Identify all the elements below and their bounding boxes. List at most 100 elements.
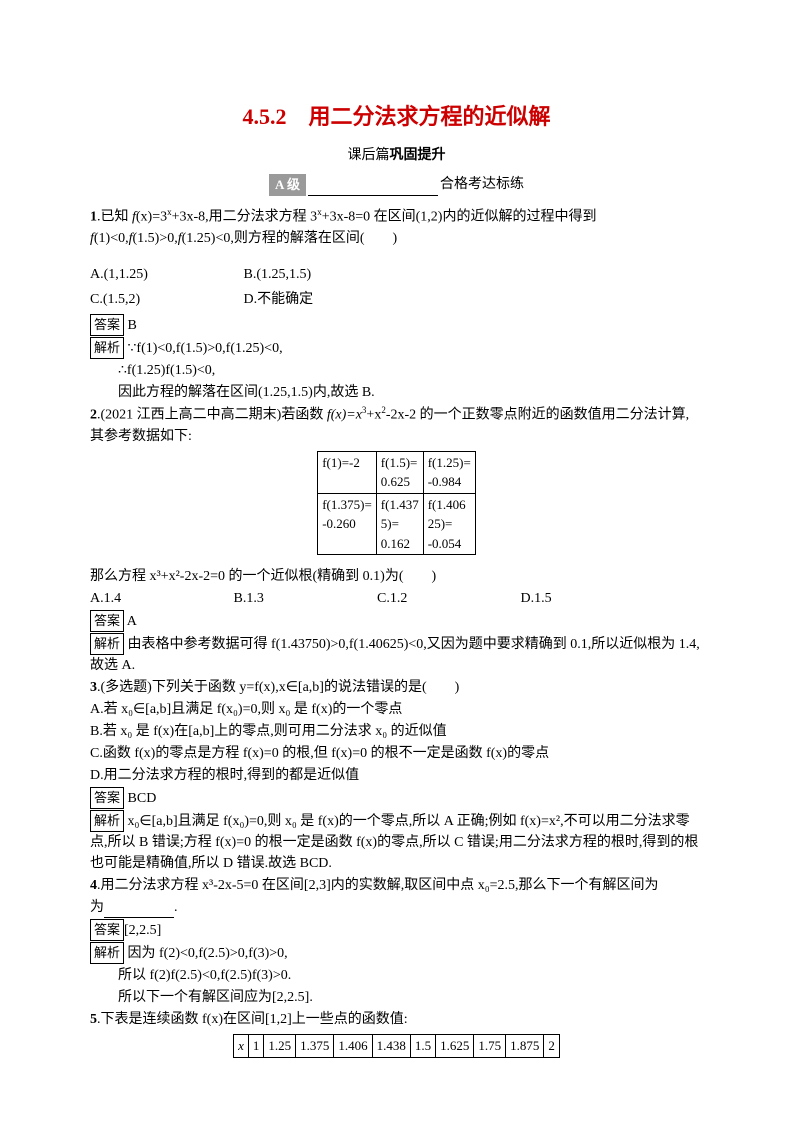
q4-number: 4	[90, 878, 97, 893]
q2-explain: 解析 由表格中参考数据可得 f(1.43750)>0,f(1.40625)<0,…	[90, 633, 703, 676]
q4-blank-line: 为.	[90, 897, 703, 918]
q2-t-r2c2: f(1.437 5)= 0.162	[376, 493, 423, 555]
q2-table: f(1)=-2 f(1.5)=0.625 f(1.25)= -0.984 f(1.…	[317, 451, 476, 556]
q4-ta: .用二分法求方程 x³-2x-5=0 在区间[2,3]内的实数解,取区间中点 x…	[97, 878, 659, 893]
q2-t-r2c3a: f(1.406	[428, 497, 466, 512]
q5-th-5: 1.438	[372, 1035, 410, 1058]
q3-explain: 解析 x₀∈[a,b]且满足 f(x₀)=0,则 x₀ 是 f(x)的一个零点,…	[90, 810, 703, 874]
subtitle: 课后篇巩固提升	[90, 145, 703, 166]
q1-stem-line1: 1.已知 f(x)=3x+3x-8,用二分法求方程 3x+3x-8=0 在区间(…	[90, 206, 703, 228]
q5-table: x 1 1.25 1.375 1.406 1.438 1.5 1.625 1.7…	[233, 1034, 560, 1058]
explain-label: 解析	[90, 942, 124, 964]
q1-exp3: 因此方程的解落在区间(1.25,1.5)内,故选 B.	[90, 382, 703, 403]
q1-answer: 答案 B	[90, 314, 703, 336]
q3-optB: B.若 x₀ 是 f(x)在[a,b]上的零点,则可用二分法求 x₀ 的近似值	[90, 721, 703, 742]
q2-t-r1c2b: 0.625	[381, 474, 410, 489]
q1-explain: 解析 ∵f(1)<0,f(1.5)>0,f(1.25)<0,	[90, 337, 703, 359]
level-text: 合格考达标练	[440, 177, 524, 192]
q2-t-r2c2c: 0.162	[381, 536, 410, 551]
q2-t-r1c3b: -0.984	[428, 474, 462, 489]
q1-ans-val: B	[128, 318, 137, 333]
q2-t-r2c3c: -0.054	[428, 536, 462, 551]
q1-t1: .已知	[97, 209, 132, 224]
q3-ta: .(多选题)下列关于函数 y=f(x),x∈[a,b]的说法错误的是( )	[97, 680, 459, 695]
q1-optB: B.(1.25,1.5)	[244, 264, 394, 285]
q2-t-r1c3a: f(1.25)=	[428, 455, 471, 470]
q5-th-3: 1.375	[296, 1035, 334, 1058]
q2-ans-val: A	[127, 614, 137, 629]
q2-optD: D.1.5	[521, 588, 661, 609]
q4-ans-val: [2,2.5]	[124, 923, 161, 938]
q2-optC: C.1.2	[377, 588, 517, 609]
q5-th-7: 1.625	[436, 1035, 474, 1058]
q1-optC: C.(1.5,2)	[90, 289, 240, 310]
q2-t-r2c1b: -0.260	[322, 516, 356, 531]
q4-suffix: .	[174, 900, 178, 915]
q1-number: 1	[90, 209, 97, 224]
q2-t-r2c1a: f(1.375)=	[322, 497, 372, 512]
q1-l2f: (1.25)<0,则方程的解落在区间( )	[182, 231, 398, 246]
subtitle-prefix: 课后篇	[348, 148, 390, 163]
q4-blank	[104, 917, 174, 918]
q2-exp: 由表格中参考数据可得 f(1.43750)>0,f(1.40625)<0,又因为…	[90, 637, 700, 673]
q4-exp2: 所以 f(2)f(2.5)<0,f(2.5)f(3)>0.	[90, 965, 703, 986]
level-badge: A 级	[269, 174, 306, 196]
q3-optC: C.函数 f(x)的零点是方程 f(x)=0 的根,但 f(x)=0 的根不一定…	[90, 743, 703, 764]
q2-fx: f(x)=x	[327, 408, 362, 423]
explain-label: 解析	[90, 337, 124, 359]
q5-stem: 5.下表是连续函数 f(x)在区间[1,2]上一些点的函数值:	[90, 1009, 703, 1030]
q1-t3: +3x-8,用二分法求方程 3	[172, 209, 318, 224]
level-blank	[308, 195, 438, 196]
q1-t2: (x)=3	[136, 209, 167, 224]
q2-t-r2c3b: 25)=	[428, 516, 453, 531]
answer-label: 答案	[90, 919, 124, 941]
q5-th-9: 1.875	[506, 1035, 544, 1058]
q2-options: A.1.4 B.1.3 C.1.2 D.1.5	[90, 588, 703, 609]
q2-t-r1c2: f(1.5)=0.625	[376, 451, 423, 493]
q1-l2d: (1.5)>0,	[133, 231, 178, 246]
q5-th-0: x	[234, 1035, 249, 1058]
q4-stem: 4.用二分法求方程 x³-2x-5=0 在区间[2,3]内的实数解,取区间中点 …	[90, 875, 703, 896]
page-title: 4.5.2 用二分法求方程的近似解	[90, 100, 703, 133]
answer-label: 答案	[90, 787, 124, 809]
q1-optA: A.(1,1.25)	[90, 264, 240, 285]
q2-stem: 2.(2021 江西上高二中高二期末)若函数 f(x)=x3+x2-2x-2 的…	[90, 404, 703, 447]
q5-number: 5	[90, 1012, 97, 1027]
q3-optD: D.用二分法求方程的根时,得到的都是近似值	[90, 765, 703, 786]
q2-t-r1c3: f(1.25)= -0.984	[423, 451, 475, 493]
q1-exp2: ∴f(1.25)f(1.5)<0,	[90, 360, 703, 381]
subtitle-bold: 巩固提升	[390, 148, 446, 163]
q2-t-r2c2b: 5)=	[381, 516, 399, 531]
q3-optA: A.若 x₀∈[a,b]且满足 f(x₀)=0,则 x₀ 是 f(x)的一个零点	[90, 699, 703, 720]
q5-th-8: 1.75	[474, 1035, 506, 1058]
q2-t-r1c1: f(1)=-2	[318, 451, 377, 493]
q3-stem: 3.(多选题)下列关于函数 y=f(x),x∈[a,b]的说法错误的是( )	[90, 677, 703, 698]
q5-th-6: 1.5	[410, 1035, 435, 1058]
answer-label: 答案	[90, 314, 124, 336]
answer-label: 答案	[90, 610, 124, 632]
q5-th-4: 1.406	[334, 1035, 372, 1058]
explain-label: 解析	[90, 633, 124, 655]
q3-number: 3	[90, 680, 97, 695]
q1-exp1: ∵f(1)<0,f(1.5)>0,f(1.25)<0,	[128, 341, 283, 356]
q5-ta: .下表是连续函数 f(x)在区间[1,2]上一些点的函数值:	[97, 1012, 408, 1027]
q5-th-10: 2	[544, 1035, 560, 1058]
q3-ans-val: BCD	[128, 791, 157, 806]
q3-answer: 答案 BCD	[90, 787, 703, 809]
q4-answer: 答案[2,2.5]	[90, 919, 703, 941]
q1-options-row2: C.(1.5,2) D.不能确定	[90, 289, 703, 310]
q4-exp3: 所以下一个有解区间应为[2,2.5].	[90, 987, 703, 1008]
explain-label: 解析	[90, 810, 124, 832]
level-line: A 级 合格考达标练	[90, 174, 703, 196]
q2-optB: B.1.3	[234, 588, 374, 609]
q2-question: 那么方程 x³+x²-2x-2=0 的一个近似根(精确到 0.1)为( )	[90, 566, 703, 587]
q5-table-row: x 1 1.25 1.375 1.406 1.438 1.5 1.625 1.7…	[234, 1035, 560, 1058]
q2-t-r2c1: f(1.375)= -0.260	[318, 493, 377, 555]
q1-t4: +3x-8=0 在区间(1,2)内的近似解的过程中得到	[322, 209, 597, 224]
q4-explain: 解析 因为 f(2)<0,f(2.5)>0,f(3)>0,	[90, 942, 703, 964]
q2-t-r2c3: f(1.406 25)= -0.054	[423, 493, 475, 555]
q2-ta: .(2021 江西上高二中高二期末)若函数	[97, 408, 327, 423]
q4-exp1: 因为 f(2)<0,f(2.5)>0,f(3)>0,	[128, 946, 288, 961]
q1-l2b: (1)<0,	[94, 231, 129, 246]
q2-t-r2c2a: f(1.437	[381, 497, 419, 512]
